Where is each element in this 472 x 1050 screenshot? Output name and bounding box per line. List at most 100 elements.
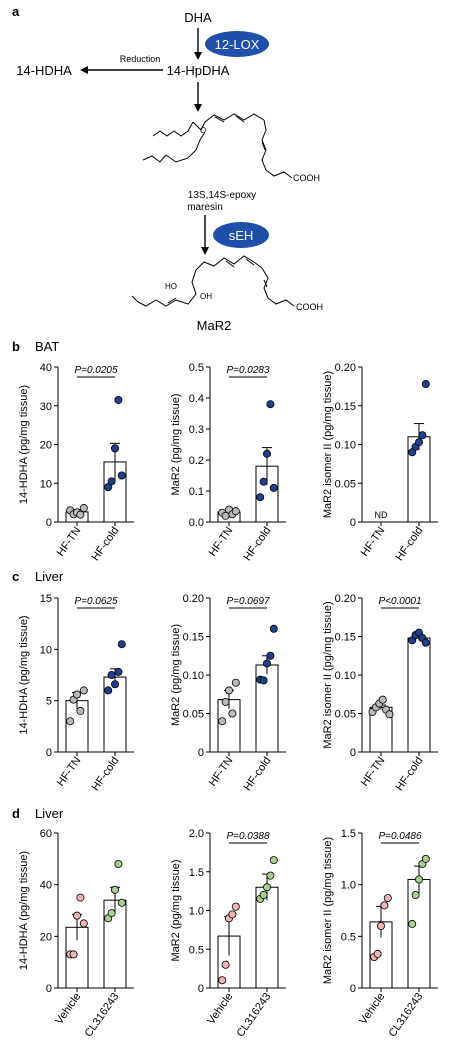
y-tick-label: 0.10 — [335, 670, 356, 682]
chart-d1: 0 20 40 60 14-HDHA (pg/mg tissue) Vehicle CL31… — [18, 828, 134, 1039]
y-tick-label: 20 — [40, 931, 52, 943]
data-point — [228, 709, 237, 718]
data-point — [256, 493, 265, 502]
x-tick-label: HF-cold — [242, 755, 274, 793]
x-tick-label: HF-cold — [242, 525, 274, 563]
y-axis-label: MaR2 (pg/mg tissue) — [170, 859, 182, 961]
intermediate-14hpdha-label: 14-HpDHA — [167, 63, 230, 78]
y-tick-label: 0.4 — [189, 393, 204, 405]
data-point — [414, 438, 423, 447]
data-point — [104, 483, 113, 492]
y-tick-label: 60 — [40, 828, 52, 840]
data-point — [269, 483, 278, 492]
data-point — [114, 667, 123, 676]
epoxy-maresin-structure — [142, 113, 293, 179]
reduction-label: Reduction — [120, 54, 161, 64]
data-point — [76, 893, 85, 902]
data-point — [107, 909, 116, 918]
p-value-label: P=0.0283 — [226, 365, 270, 376]
y-tick-label: 0.10 — [335, 440, 356, 452]
data-point — [111, 680, 120, 689]
p-value-label: P=0.0388 — [226, 831, 270, 842]
data-point — [421, 638, 430, 647]
y-tick-label: 0.3 — [189, 424, 204, 436]
x-tick-label: HF-TN — [359, 755, 388, 789]
x-tick-label: HF-TN — [55, 525, 84, 559]
data-point — [111, 885, 120, 894]
data-point — [266, 871, 275, 880]
oh-label: OH — [200, 292, 212, 301]
data-point — [259, 891, 268, 900]
data-point — [107, 671, 116, 680]
nd-label: ND — [375, 510, 388, 520]
data-point — [114, 395, 123, 404]
data-point — [107, 477, 116, 486]
y-tick-label: 0.10 — [183, 670, 204, 682]
mar2-structure — [131, 255, 295, 307]
x-tick-label: Vehicle — [53, 991, 83, 1027]
data-point — [73, 690, 82, 699]
data-point — [76, 510, 85, 519]
y-tick-label: 15 — [40, 593, 52, 605]
y-tick-label: 0.05 — [183, 709, 204, 721]
x-tick-label: HF-cold — [394, 755, 426, 793]
data-point — [414, 875, 423, 884]
p-value-label: P<0.0001 — [378, 596, 421, 607]
data-point — [79, 504, 88, 513]
data-point — [218, 976, 227, 985]
y-tick-label: 0.05 — [335, 478, 356, 490]
y-tick-label: 40 — [40, 880, 52, 892]
y-axis-label: 14-HDHA (pg/mg tissue) — [18, 385, 30, 504]
data-point — [266, 400, 275, 409]
y-axis-label: MaR2 (pg/mg tissue) — [170, 393, 182, 495]
data-point — [269, 624, 278, 633]
data-point — [231, 507, 240, 516]
x-tick-label: Vehicle — [357, 991, 387, 1027]
chart-d2: 0 0.5 1.0 1.5 2.0 MaR2 (pg/mg tissue) Vehicle C… — [170, 828, 286, 1039]
data-point — [221, 697, 230, 706]
enzyme-12lox-label: 12-LOX — [215, 37, 260, 52]
tissue-label-b: BAT — [35, 339, 59, 354]
data-point — [221, 960, 230, 969]
p-value-label: P=0.0697 — [226, 596, 270, 607]
data-point — [117, 471, 126, 480]
enzyme-12lox-badge — [205, 31, 269, 57]
data-point — [262, 883, 271, 892]
y-tick-label: 10 — [40, 644, 52, 656]
data-point — [378, 695, 387, 704]
y-tick-label: 30 — [40, 401, 52, 413]
chart-b2: 0.0 0.1 0.2 0.3 0.4 0.5 MaR2 (pg/mg tissue) HF-… — [170, 362, 286, 563]
chart-c2: 0 0.05 0.10 0.15 0.20 MaR2 (pg/mg tissue) HF-T… — [170, 593, 286, 793]
p-value-label: P=0.0205 — [74, 365, 118, 376]
y-tick-label: 0 — [198, 983, 204, 995]
x-tick-label: HF-TN — [207, 525, 236, 559]
y-tick-label: 40 — [40, 362, 52, 374]
y-tick-label: 1.5 — [189, 867, 204, 879]
data-point — [104, 686, 113, 695]
enzyme-seh-badge — [213, 222, 269, 248]
mar2-label: MaR2 — [197, 318, 232, 333]
data-point — [69, 950, 78, 959]
y-axis-label: MaR2 isomer II (pg/mg tissue) — [322, 371, 334, 518]
x-tick-label: HF-TN — [359, 525, 388, 559]
data-point — [114, 860, 123, 869]
x-tick-label: HF-cold — [90, 525, 122, 563]
cooh2-label: COOH — [296, 302, 323, 312]
y-axis-label: 14-HDHA (pg/mg tissue) — [18, 851, 30, 970]
data-point — [259, 676, 268, 685]
y-tick-label: 10 — [40, 478, 52, 490]
data-point — [262, 449, 271, 458]
tissue-label-d: Liver — [35, 806, 64, 821]
data-point — [66, 717, 75, 726]
data-point — [224, 686, 233, 695]
data-point — [421, 854, 430, 863]
y-tick-label: 0.5 — [189, 362, 204, 374]
data-point — [262, 659, 271, 668]
y-tick-label: 0 — [46, 747, 52, 759]
epoxy-label-line2: maresin — [187, 202, 223, 213]
y-tick-label: 5 — [46, 696, 52, 708]
data-point — [383, 894, 392, 903]
y-tick-label: 20 — [40, 440, 52, 452]
y-tick-label: 0 — [46, 983, 52, 995]
